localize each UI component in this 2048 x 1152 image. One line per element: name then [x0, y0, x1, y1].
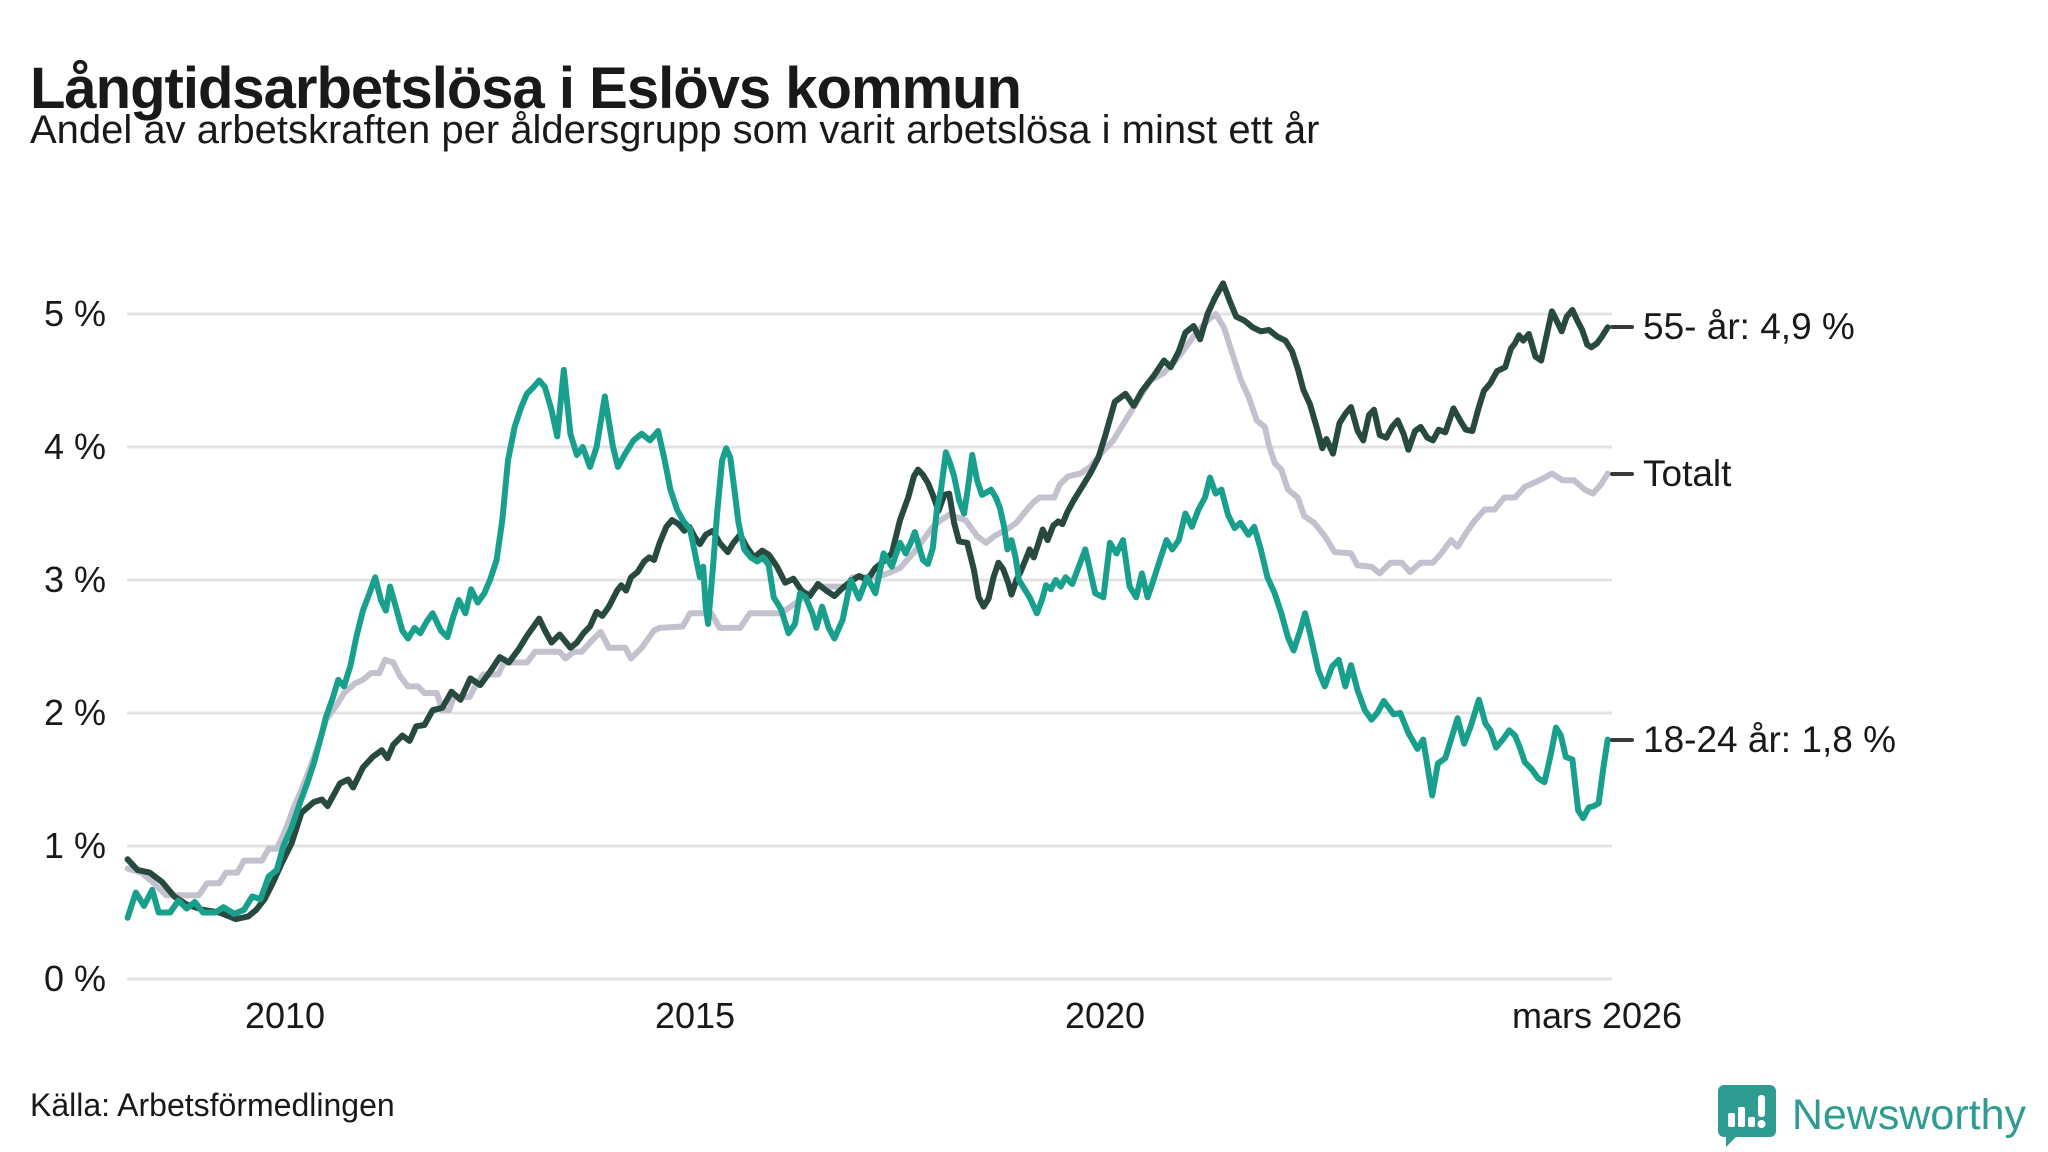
end-label-dash-55-ar	[1610, 325, 1634, 330]
page-title: Långtidsarbetslösa i Eslövs kommun	[30, 55, 1022, 121]
y-axis-label-4-pct: 4 %	[43, 426, 106, 467]
x-axis-label-2020: 2020	[1064, 995, 1146, 1036]
series-end-label-totalt: Totalt	[1610, 453, 1731, 495]
end-label-dash-totalt	[1610, 471, 1634, 476]
y-axis-label-2-pct: 2 %	[43, 692, 106, 733]
end-label-text-18-24-ar: 18-24 år: 1,8 %	[1643, 718, 1896, 760]
series-line-55-ar	[124, 280, 1611, 923]
y-axis-label-3-pct: 3 %	[43, 559, 106, 600]
series-line-18-24-ar	[124, 366, 1611, 921]
brand-logo: Newsworthy	[1716, 1082, 2026, 1148]
y-axis-label-1-pct: 1 %	[43, 825, 106, 866]
x-axis-label-2010: 2010	[244, 995, 326, 1036]
series-end-label-55-ar: 55- år: 4,9 %	[1610, 306, 1855, 348]
x-axis-label-2015: 2015	[654, 995, 736, 1036]
chart-subtitle: Andel av arbetskraften per åldersgrupp s…	[30, 108, 1320, 152]
x-axis-label-mars-2026: mars 2026	[1511, 995, 1683, 1036]
source-note: Källa: Arbetsförmedlingen	[30, 1087, 395, 1123]
y-axis-label-0-pct: 0 %	[43, 958, 106, 999]
end-label-dash-18-24-ar	[1610, 737, 1634, 742]
bar-chart-speech-bubble-icon	[1717, 1085, 1776, 1147]
brand-name: Newsworthy	[1791, 1090, 2026, 1139]
end-label-text-55-ar: 55- år: 4,9 %	[1643, 306, 1855, 348]
end-label-text-totalt: Totalt	[1643, 452, 1732, 494]
y-axis-label-5-pct: 5 %	[43, 293, 106, 334]
series-line-totalt	[124, 311, 1611, 899]
series-end-label-18-24-ar: 18-24 år: 1,8 %	[1610, 719, 1896, 761]
